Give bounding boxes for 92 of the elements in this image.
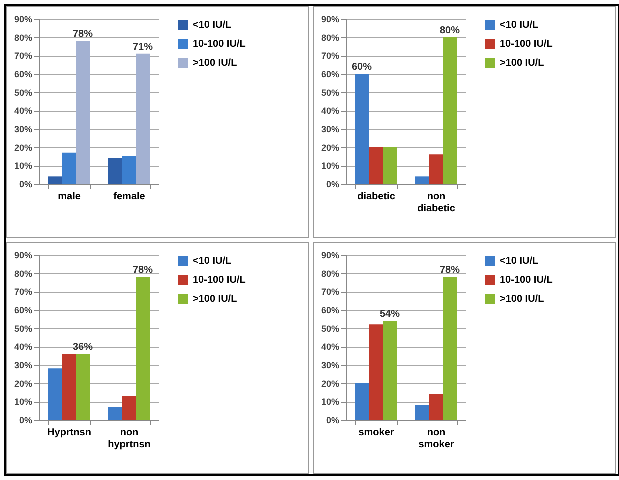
y-tick-label: 80% <box>14 32 32 43</box>
y-tick-label: 20% <box>14 378 32 389</box>
y-tick-label: 80% <box>321 32 340 43</box>
y-tick-label: 40% <box>14 106 32 116</box>
y-tick-label: 30% <box>321 360 340 370</box>
bar <box>415 176 429 184</box>
y-tick-label: 40% <box>14 342 32 352</box>
bar <box>355 74 369 184</box>
legend-label: <10 IU/L <box>500 256 539 267</box>
bar <box>383 147 397 184</box>
legend-label: 10-100 IU/L <box>500 39 553 50</box>
bar <box>48 176 62 184</box>
x-tick-label: diabetic <box>358 192 396 202</box>
data-label: 60% <box>352 62 372 73</box>
legend-label: 10-100 IU/L <box>193 275 246 286</box>
y-tick-label: 0% <box>326 416 340 426</box>
data-label: 78% <box>440 265 460 276</box>
legend-label: <10 IU/L <box>193 256 232 267</box>
y-tick-label: 50% <box>321 88 340 98</box>
y-tick-label: 10% <box>14 161 32 172</box>
y-tick-label: 70% <box>321 287 340 298</box>
bar <box>429 154 443 184</box>
y-tick-label: 10% <box>321 161 340 172</box>
legend-label: >100 IU/L <box>193 294 238 305</box>
bar <box>369 147 383 184</box>
y-tick-label: 60% <box>321 70 340 80</box>
bar <box>136 277 150 420</box>
bar <box>122 156 136 184</box>
bar <box>108 407 122 420</box>
y-tick-label: 50% <box>14 324 32 334</box>
y-tick-label: 70% <box>321 51 340 62</box>
x-tick-label: male <box>58 192 82 202</box>
legend-label: <10 IU/L <box>500 20 539 31</box>
data-label: 36% <box>72 342 94 353</box>
y-tick-label: 0% <box>19 416 32 426</box>
y-tick-label: 30% <box>14 124 32 134</box>
bar <box>136 54 150 184</box>
bar <box>62 152 76 184</box>
x-tick-label: non diabetic <box>418 192 456 214</box>
y-tick-label: 20% <box>321 142 340 153</box>
y-tick-label: 20% <box>321 378 340 389</box>
bar <box>62 354 76 420</box>
y-tick-label: 90% <box>14 14 32 24</box>
x-tick-label: smoker <box>358 428 394 438</box>
bar <box>355 383 369 420</box>
data-label: 54% <box>380 309 400 320</box>
x-tick-label: Hyprtnsn <box>48 428 92 438</box>
bar <box>369 324 383 420</box>
y-tick-label: 80% <box>321 268 340 279</box>
y-tick-label: 10% <box>321 397 340 408</box>
y-tick-label: 90% <box>14 250 32 260</box>
x-tick-label: female <box>114 192 146 202</box>
data-label: 78% <box>132 265 154 276</box>
bar <box>76 354 90 420</box>
y-tick-label: 70% <box>14 51 32 62</box>
bar <box>383 321 397 420</box>
y-tick-label: 0% <box>326 180 340 190</box>
data-label: 80% <box>440 25 460 36</box>
bar <box>415 405 429 420</box>
legend-label: 10-100 IU/L <box>500 275 553 286</box>
y-tick-label: 70% <box>14 287 32 298</box>
legend-label: >100 IU/L <box>193 58 238 69</box>
y-tick-label: 0% <box>19 180 32 190</box>
legend-label: >100 IU/L <box>500 58 544 69</box>
legend-label: 10-100 IU/L <box>193 39 246 50</box>
legend-label: <10 IU/L <box>193 20 232 31</box>
y-tick-label: 30% <box>14 360 32 370</box>
y-tick-label: 80% <box>14 268 32 279</box>
x-tick-label: non hyprtnsn <box>108 428 151 450</box>
bar <box>48 368 62 420</box>
y-tick-label: 40% <box>321 342 340 352</box>
y-tick-label: 90% <box>321 14 340 24</box>
y-tick-label: 20% <box>14 142 32 153</box>
bar <box>443 277 457 420</box>
data-label: 78% <box>72 29 94 40</box>
y-tick-label: 30% <box>321 124 340 134</box>
legend-label: >100 IU/L <box>500 294 544 305</box>
y-tick-label: 40% <box>321 106 340 116</box>
x-tick-label: non smoker <box>418 428 454 450</box>
data-label: 71% <box>132 42 154 53</box>
bar <box>443 37 457 184</box>
y-tick-label: 90% <box>321 250 340 260</box>
y-tick-label: 50% <box>321 324 340 334</box>
y-tick-label: 50% <box>14 88 32 98</box>
y-tick-label: 60% <box>321 306 340 316</box>
bar <box>108 158 122 184</box>
bar <box>122 396 136 420</box>
y-tick-label: 60% <box>14 306 32 316</box>
bar <box>76 41 90 184</box>
bar <box>429 394 443 420</box>
y-tick-label: 10% <box>14 397 32 408</box>
y-tick-label: 60% <box>14 70 32 80</box>
